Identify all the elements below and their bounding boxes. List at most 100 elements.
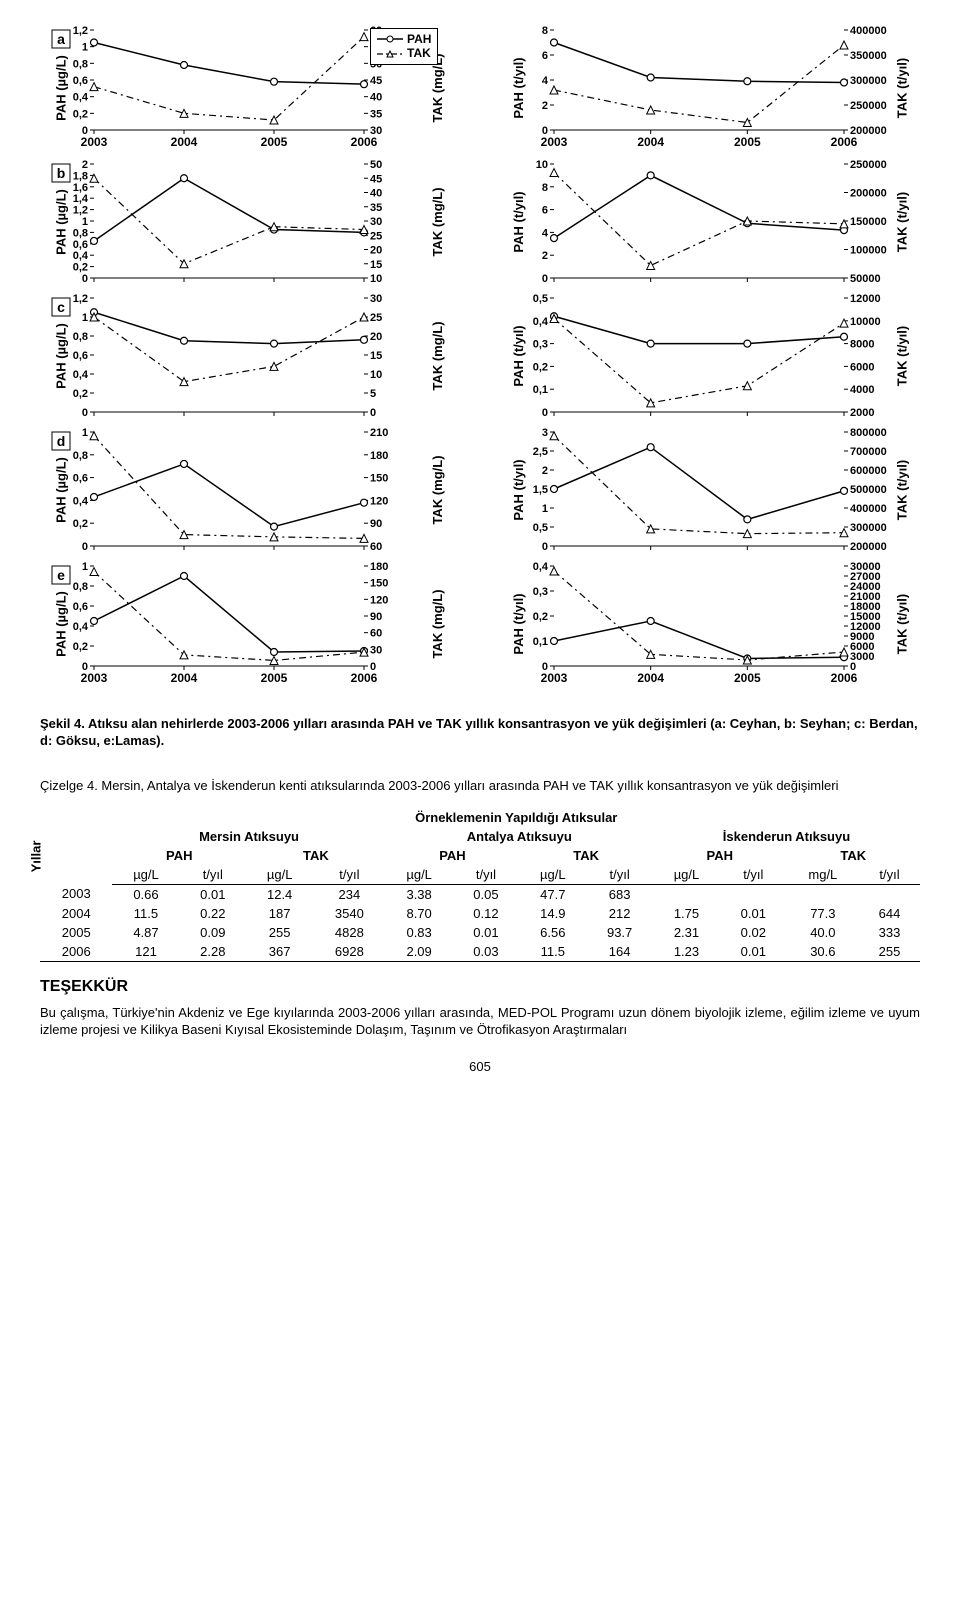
svg-text:0,8: 0,8 [73,581,88,593]
svg-text:30: 30 [370,644,382,656]
svg-text:0,6: 0,6 [73,239,88,251]
chart-cell-e-left: 200320042005200600,20,40,60,810306090120… [40,560,460,688]
page-number: 605 [40,1059,920,1074]
panel-letter-b: b [57,165,66,181]
svg-text:2004: 2004 [171,671,198,685]
chart-a-left: 200320042005200600,20,40,60,811,23035404… [40,24,420,152]
svg-text:0,5: 0,5 [533,522,548,534]
svg-text:3: 3 [542,427,548,439]
svg-text:60: 60 [370,628,382,640]
chart-cell-b-right: 024681050000100000150000200000250000PAH … [500,158,920,286]
svg-text:1: 1 [82,312,88,324]
chart-c-right: 00,10,20,30,40,5200040006000800010000120… [500,292,900,420]
svg-text:45: 45 [370,75,382,87]
chart-d-left: 00,20,40,60,816090120150180210d [40,426,420,554]
svg-text:210: 210 [370,427,388,439]
svg-text:2003: 2003 [81,671,108,685]
svg-text:15: 15 [370,259,382,271]
svg-text:1,5: 1,5 [533,484,548,496]
svg-text:250000: 250000 [850,159,887,171]
svg-text:1,6: 1,6 [73,182,88,194]
yillar-label: Yıllar [28,840,43,872]
svg-text:1,2: 1,2 [73,293,88,305]
svg-text:2006: 2006 [351,671,378,685]
svg-text:20: 20 [370,245,382,257]
svg-text:800000: 800000 [850,427,887,439]
chart-c-left: 00,20,40,60,811,2051015202530c [40,292,420,420]
figure-4: 200320042005200600,20,40,60,811,23035404… [40,24,920,688]
city-iskenderun: İskenderun Atıksuyu [653,827,920,846]
chart-e-left: 200320042005200600,20,40,60,810306090120… [40,560,420,688]
chart-cell-b-left: 00,20,40,60,811,21,41,61,821015202530354… [40,158,460,286]
svg-text:50000: 50000 [850,273,881,285]
svg-text:0: 0 [82,661,88,673]
svg-text:2006: 2006 [831,135,858,149]
svg-text:10000: 10000 [850,316,881,328]
svg-text:2005: 2005 [261,135,288,149]
svg-text:6: 6 [542,50,548,62]
svg-text:150: 150 [370,473,388,485]
chart-cell-c-right: 00,10,20,30,40,5200040006000800010000120… [500,292,920,420]
svg-text:0,4: 0,4 [533,561,549,573]
svg-text:1,2: 1,2 [73,205,88,217]
svg-text:1: 1 [82,42,88,54]
svg-text:0,2: 0,2 [73,108,88,120]
figure-caption: Şekil 4. Atıksu alan nehirlerde 2003-200… [40,716,920,750]
svg-text:0: 0 [542,541,548,553]
svg-text:0: 0 [542,661,548,673]
svg-text:12000: 12000 [850,293,881,305]
city-mersin: Mersin Atıksuyu [112,827,385,846]
svg-text:4000: 4000 [850,384,874,396]
svg-text:6: 6 [542,205,548,217]
svg-text:0,2: 0,2 [533,611,548,623]
svg-text:1: 1 [82,216,88,228]
svg-text:0,4: 0,4 [533,316,549,328]
svg-text:1,8: 1,8 [73,170,88,182]
svg-text:30: 30 [370,125,382,137]
svg-text:0,8: 0,8 [73,450,88,462]
panel-letter-e: e [57,567,65,583]
svg-text:350000: 350000 [850,50,887,62]
svg-text:10: 10 [370,369,382,381]
svg-text:2000: 2000 [850,407,874,419]
chart-cell-d-left: 00,20,40,60,816090120150180210dPAH (µg/L… [40,426,460,554]
svg-text:0,4: 0,4 [73,621,89,633]
svg-text:2005: 2005 [734,671,761,685]
svg-text:0,6: 0,6 [73,601,88,613]
svg-text:0,8: 0,8 [73,58,88,70]
table-caption: Çizelge 4. Mersin, Antalya ve İskenderun… [40,778,920,795]
chart-cell-d-right: 00,511,522,53200000300000400000500000600… [500,426,920,554]
svg-text:0: 0 [82,541,88,553]
thanks-body: Bu çalışma, Türkiye'nin Akdeniz ve Ege k… [40,1004,920,1039]
chart-cell-e-right: 200320042005200600,10,20,30,403000600090… [500,560,920,688]
svg-text:4: 4 [542,75,549,87]
svg-text:400000: 400000 [850,25,887,37]
svg-text:6000: 6000 [850,361,874,373]
svg-text:1: 1 [542,503,548,515]
svg-text:0,3: 0,3 [533,586,548,598]
chart-a-right: 2003200420052006024682000002500003000003… [500,24,900,152]
chart-cell-a-left: 200320042005200600,20,40,60,811,23035404… [40,24,460,152]
svg-text:0: 0 [370,407,376,419]
svg-text:0,2: 0,2 [73,518,88,530]
svg-text:1,2: 1,2 [73,25,88,37]
svg-text:200000: 200000 [850,125,887,137]
svg-text:2004: 2004 [637,671,664,685]
svg-text:0: 0 [542,407,548,419]
svg-text:45: 45 [370,173,382,185]
svg-text:0: 0 [82,407,88,419]
svg-text:0,6: 0,6 [73,75,88,87]
svg-text:2: 2 [82,159,88,171]
svg-text:2003: 2003 [541,671,568,685]
panel-letter-c: c [57,299,65,315]
svg-text:40: 40 [370,92,382,104]
svg-text:700000: 700000 [850,446,887,458]
table-caption-text: Çizelge 4. Mersin, Antalya ve İskenderun… [40,778,838,793]
panel-letter-d: d [57,433,66,449]
svg-text:0,4: 0,4 [73,92,89,104]
svg-text:8: 8 [542,182,548,194]
svg-text:1: 1 [82,427,88,439]
svg-text:90: 90 [370,611,382,623]
svg-text:2005: 2005 [734,135,761,149]
svg-text:180: 180 [370,561,388,573]
